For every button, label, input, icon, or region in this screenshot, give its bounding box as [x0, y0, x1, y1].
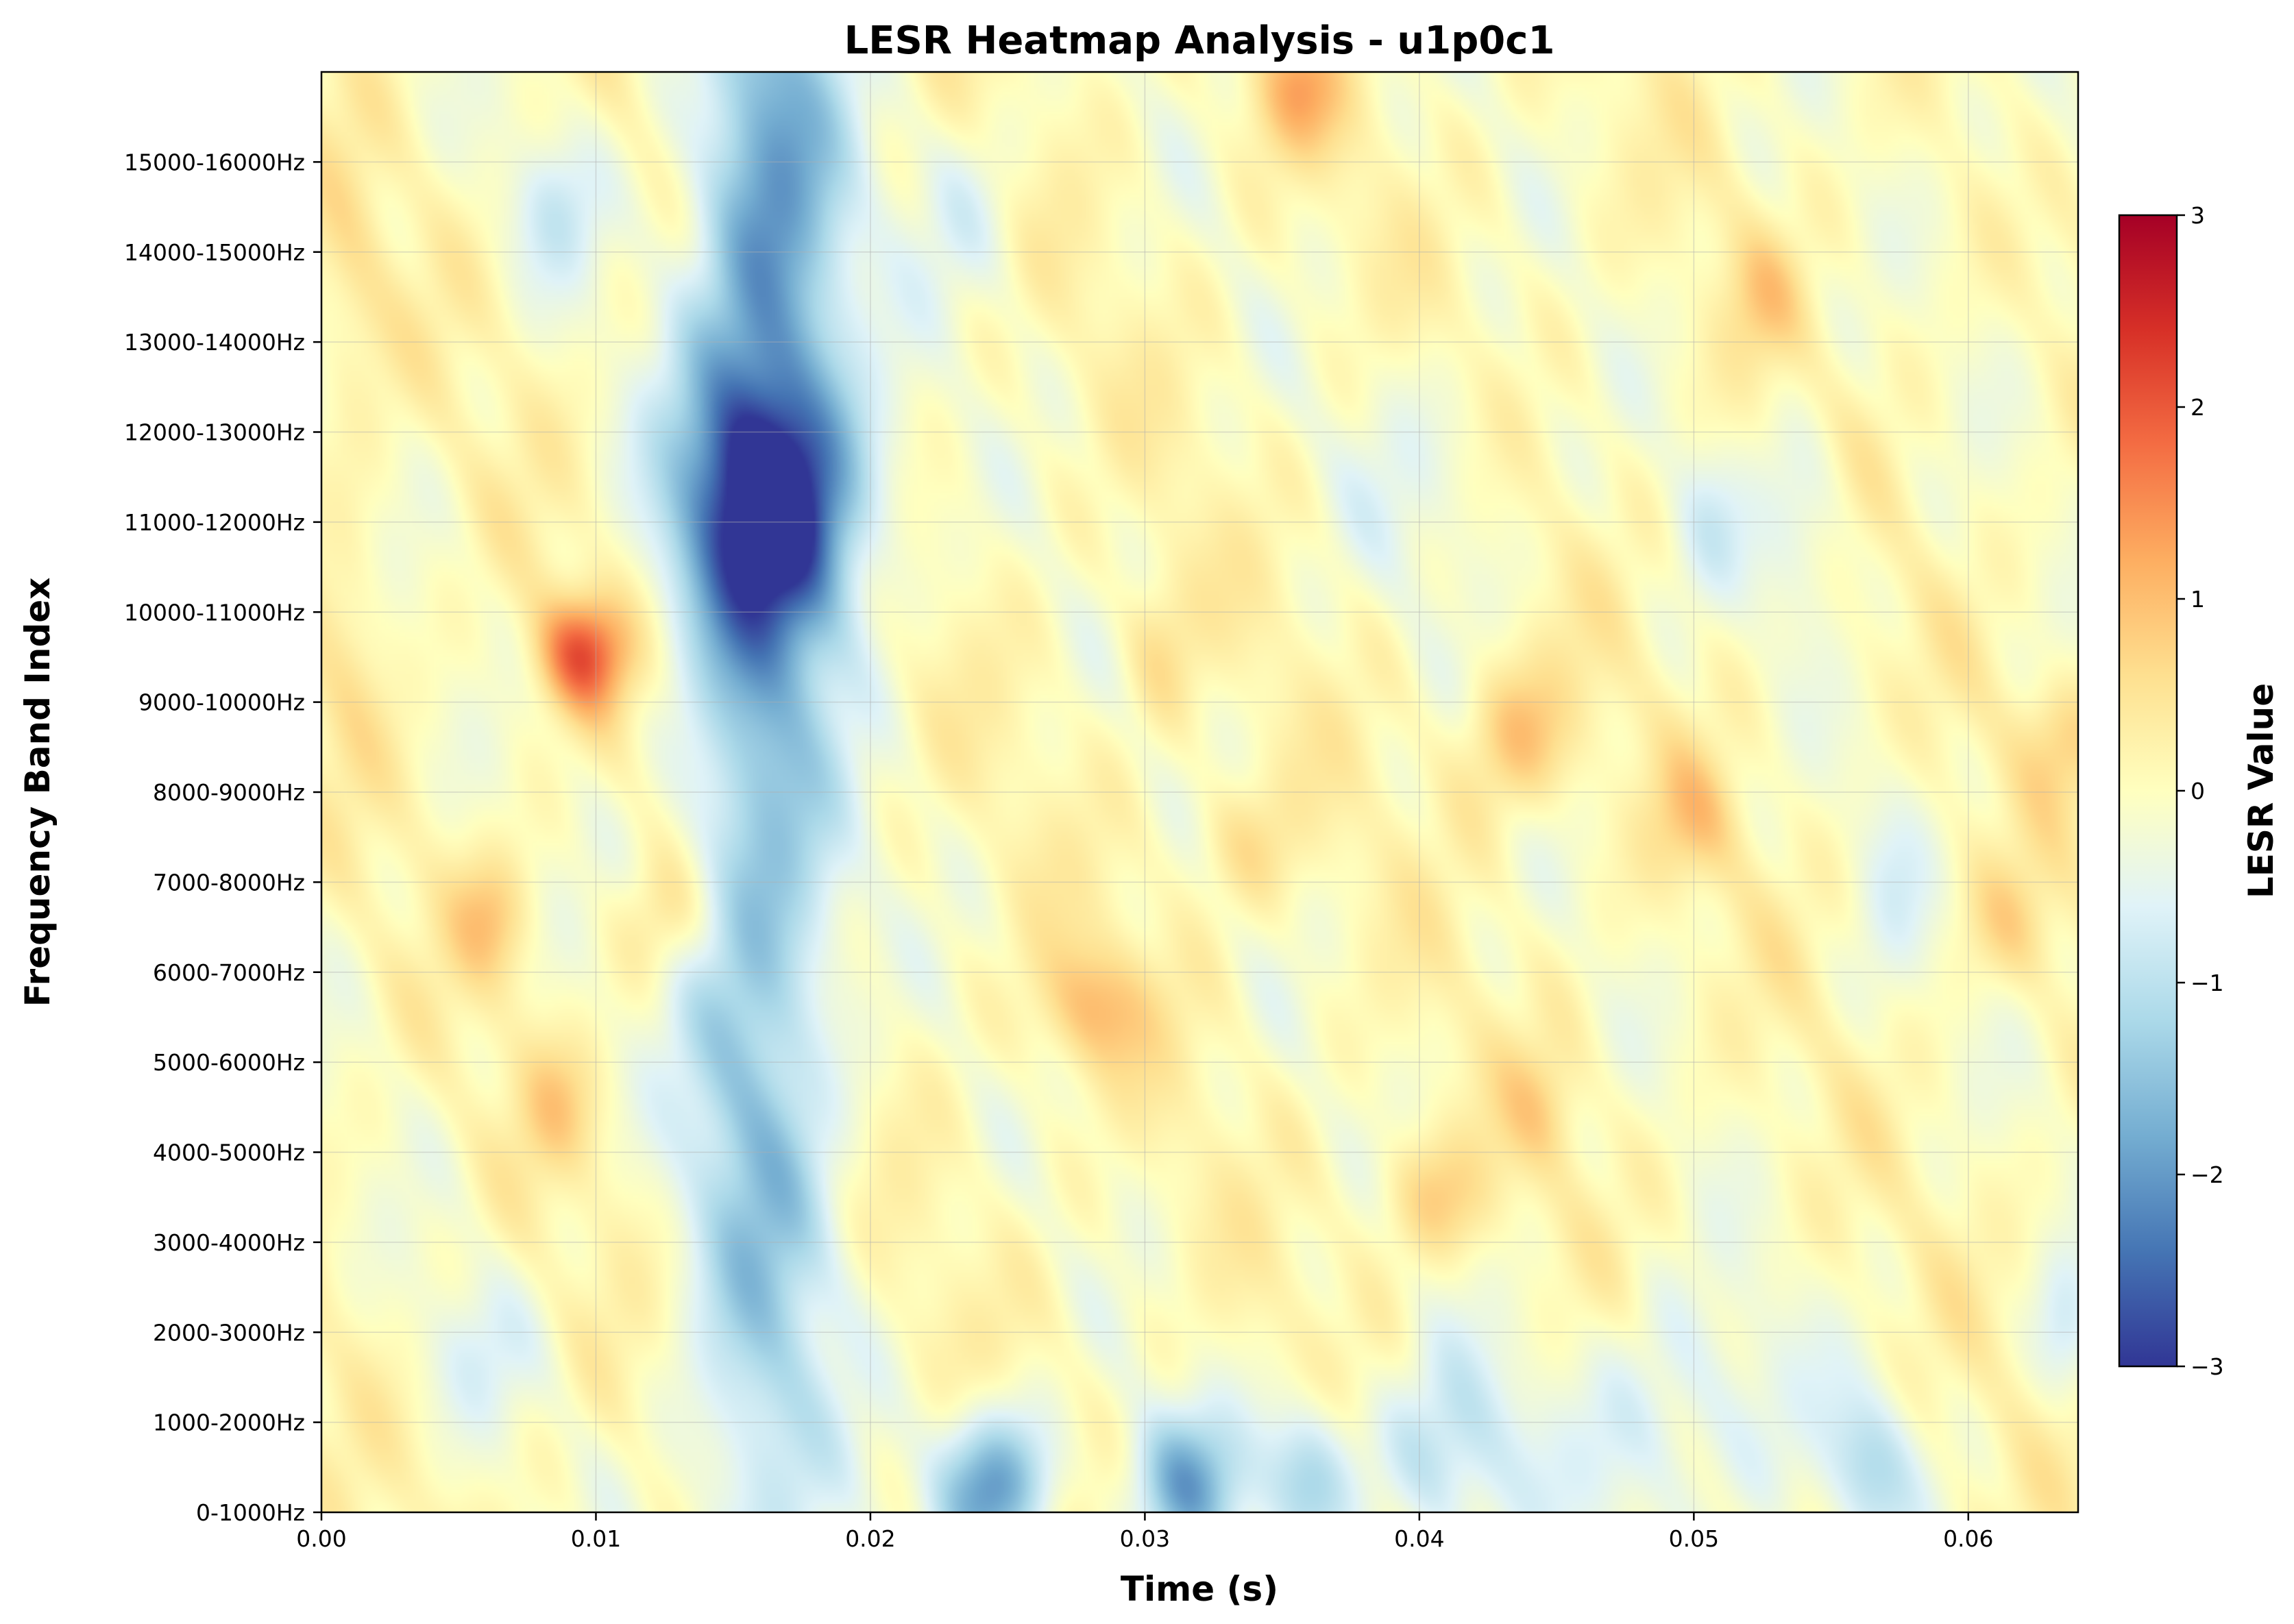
colorbar-tick-label: 0	[2191, 778, 2205, 804]
colorbar-ticks: 3 2 1 0 −1 −2 −3	[2177, 202, 2224, 1380]
colorbar-tick-label: −1	[2191, 970, 2224, 996]
x-tick-label: 0.00	[296, 1525, 346, 1552]
y-axis: 0-1000Hz 1000-2000Hz 2000-3000Hz 3000-4000H…	[124, 149, 321, 1526]
colorbar-tick-label: 3	[2191, 202, 2205, 229]
colorbar-tick-label: 2	[2191, 394, 2205, 421]
y-tick-label: 14000-15000Hz	[124, 239, 305, 266]
y-axis-title: Frequency Band Index	[18, 578, 58, 1007]
y-tick-label: 10000-11000Hz	[124, 599, 305, 626]
x-axis: 0.00 0.01 0.02 0.03 0.04 0.05 0.06	[296, 1512, 1994, 1552]
y-tick-label: 0-1000Hz	[196, 1499, 305, 1526]
grid-lines	[321, 72, 2078, 1512]
y-tick-label: 6000-7000Hz	[153, 959, 305, 986]
y-tick-label: 15000-16000Hz	[124, 149, 305, 175]
y-tick-label: 8000-9000Hz	[153, 779, 305, 806]
colorbar-tick-label: 1	[2191, 586, 2205, 613]
colorbar-title: LESR Value	[2241, 683, 2281, 898]
x-tick-label: 0.05	[1669, 1525, 1719, 1552]
y-tick-label: 3000-4000Hz	[153, 1229, 305, 1256]
y-tick-label: 12000-13000Hz	[124, 419, 305, 446]
y-tick-label: 2000-3000Hz	[153, 1319, 305, 1346]
colorbar-tick-label: −2	[2191, 1161, 2224, 1188]
y-tick-label: 1000-2000Hz	[153, 1410, 305, 1436]
x-tick-label: 0.04	[1394, 1525, 1444, 1552]
x-tick-label: 0.01	[571, 1525, 621, 1552]
y-tick-label: 4000-5000Hz	[153, 1140, 305, 1166]
heatmap-raster	[321, 72, 2078, 1512]
x-tick-label: 0.02	[845, 1525, 895, 1552]
chart-title: LESR Heatmap Analysis - u1p0c1	[844, 19, 1555, 63]
y-tick-label: 13000-14000Hz	[124, 329, 305, 356]
heatmap-raster-holder	[321, 72, 2078, 1512]
y-tick-label: 5000-6000Hz	[153, 1049, 305, 1076]
x-axis-title: Time (s)	[1121, 1569, 1278, 1609]
y-tick-label: 11000-12000Hz	[124, 509, 305, 536]
y-tick-label: 7000-8000Hz	[153, 869, 305, 896]
x-tick-label: 0.03	[1120, 1525, 1170, 1552]
y-tick-label: 9000-10000Hz	[138, 689, 305, 716]
x-tick-label: 0.06	[1943, 1525, 1993, 1552]
colorbar	[2118, 214, 2178, 1368]
colorbar-tick-label: −3	[2191, 1353, 2224, 1380]
